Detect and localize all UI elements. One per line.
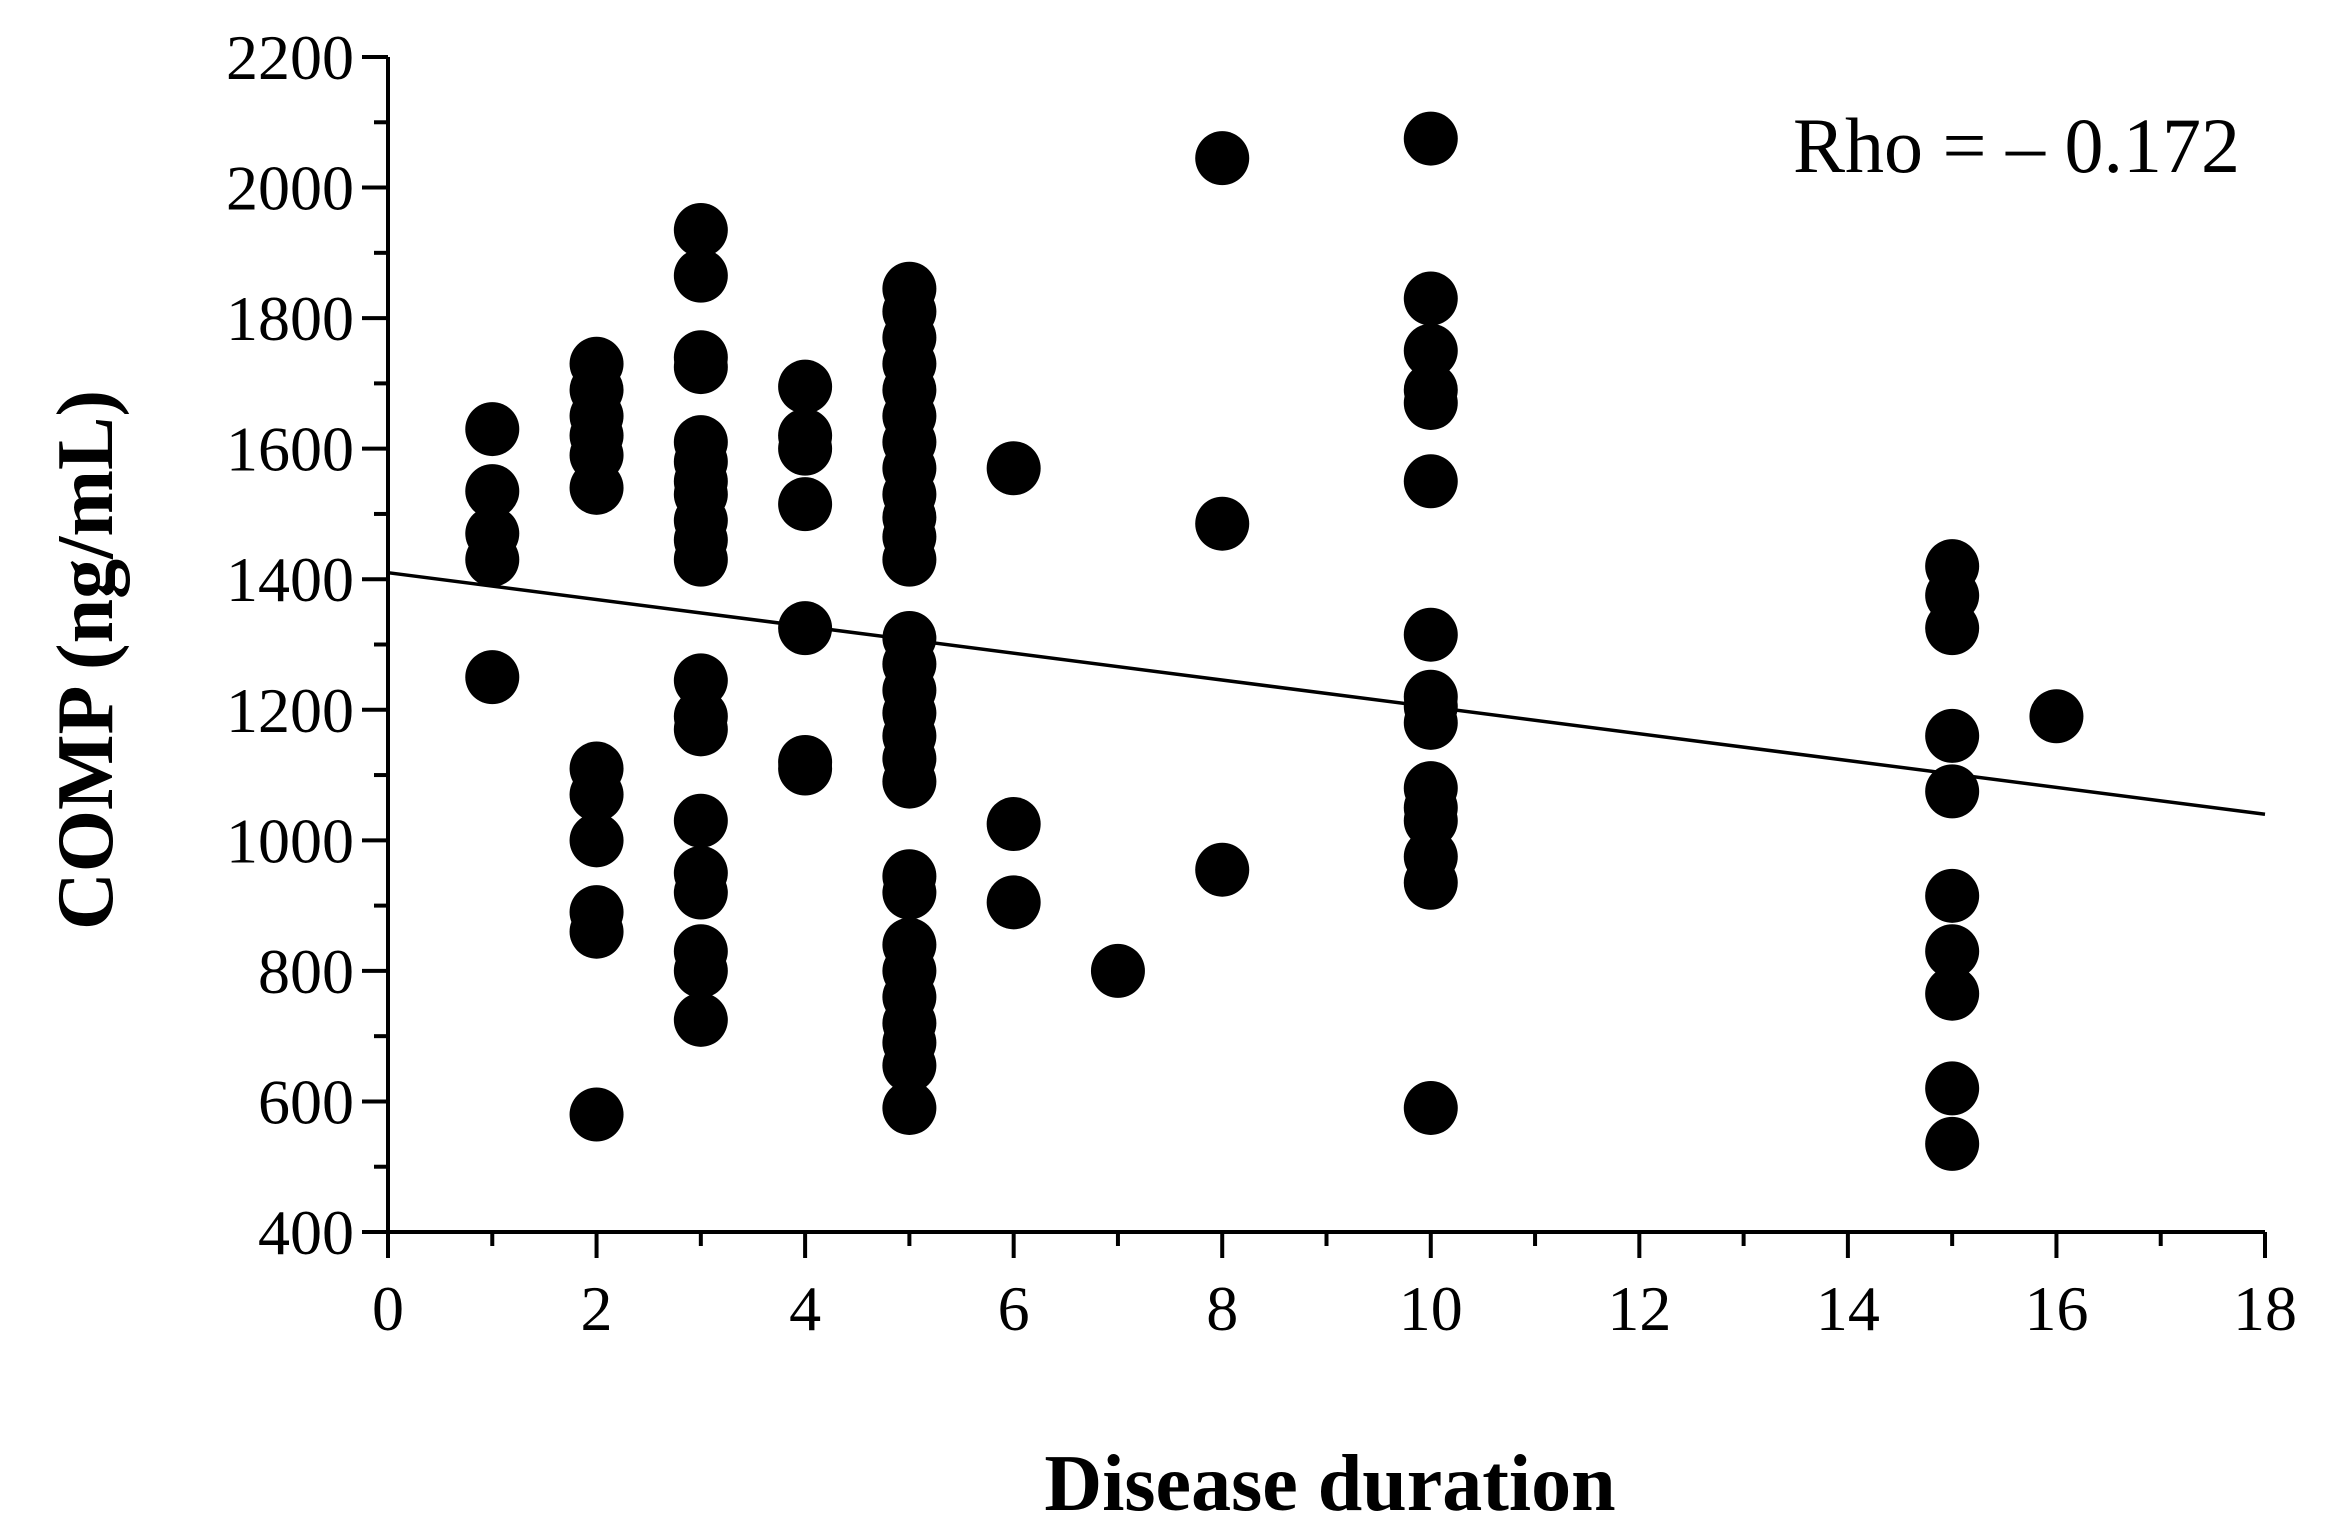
data-point bbox=[986, 797, 1041, 852]
data-point bbox=[1925, 1116, 1980, 1171]
axes: 400 600 800 1000 1200 1400 1600 1800 2000 2200 0 2 4… bbox=[226, 22, 2297, 1344]
data-point bbox=[778, 477, 833, 532]
data-point bbox=[882, 754, 937, 809]
data-point bbox=[465, 650, 520, 705]
data-point bbox=[1195, 496, 1250, 551]
data-point bbox=[569, 767, 624, 822]
data-point bbox=[778, 741, 833, 796]
data-point bbox=[1403, 454, 1458, 509]
data-point bbox=[1925, 868, 1980, 923]
data-point bbox=[1403, 855, 1458, 910]
data-point bbox=[569, 460, 624, 515]
y-tick-label: 1200 bbox=[226, 675, 354, 746]
data-point bbox=[1925, 966, 1980, 1021]
data-point bbox=[1403, 271, 1458, 326]
data-point bbox=[1403, 695, 1458, 750]
data-point bbox=[673, 532, 728, 587]
data-point bbox=[673, 793, 728, 848]
data-point bbox=[1403, 323, 1458, 378]
y-tick-label: 400 bbox=[258, 1197, 354, 1268]
data-point bbox=[1925, 601, 1980, 656]
data-point bbox=[673, 943, 728, 998]
x-tick-label: 4 bbox=[789, 1273, 821, 1344]
rho-annotation: Rho = – 0.172 bbox=[1793, 102, 2240, 189]
y-tick-label: 1800 bbox=[226, 283, 354, 354]
data-point bbox=[2029, 689, 2084, 744]
data-point bbox=[778, 359, 833, 414]
data-point bbox=[778, 421, 833, 476]
data-point bbox=[569, 813, 624, 868]
regression-line bbox=[387, 570, 2266, 816]
data-point bbox=[1403, 375, 1458, 430]
data-point bbox=[1195, 131, 1250, 186]
data-point bbox=[569, 1087, 624, 1142]
data-point bbox=[1403, 1080, 1458, 1135]
x-tick-label: 0 bbox=[372, 1273, 404, 1344]
data-point bbox=[673, 340, 728, 395]
x-tick-label: 16 bbox=[2024, 1273, 2088, 1344]
x-axis-label: Disease duration bbox=[1044, 1440, 1615, 1528]
data-point bbox=[1925, 764, 1980, 819]
y-tick-label: 1000 bbox=[226, 805, 354, 876]
y-tick-label: 1600 bbox=[226, 414, 354, 485]
x-tick-label: 18 bbox=[2233, 1273, 2297, 1344]
y-tick-label: 1400 bbox=[226, 544, 354, 615]
data-point bbox=[1090, 943, 1145, 998]
data-point bbox=[778, 601, 833, 656]
data-point bbox=[1403, 607, 1458, 662]
data-point bbox=[673, 865, 728, 920]
y-axis-label: COMP (ng/mL) bbox=[42, 390, 130, 930]
y-tick-label: 2200 bbox=[226, 22, 354, 93]
data-point bbox=[882, 1080, 937, 1135]
data-point bbox=[673, 992, 728, 1047]
data-point bbox=[1195, 842, 1250, 897]
data-point bbox=[673, 202, 728, 257]
y-tick-label: 600 bbox=[258, 1066, 354, 1137]
data-points bbox=[465, 111, 2084, 1171]
data-point bbox=[1403, 111, 1458, 166]
data-point bbox=[986, 441, 1041, 496]
data-point bbox=[882, 1038, 937, 1093]
x-tick-label: 14 bbox=[1816, 1273, 1880, 1344]
x-tick-label: 2 bbox=[581, 1273, 613, 1344]
data-point bbox=[882, 865, 937, 920]
data-point bbox=[465, 532, 520, 587]
data-point bbox=[465, 464, 520, 519]
data-point bbox=[1925, 1061, 1980, 1116]
data-point bbox=[1925, 924, 1980, 979]
data-point bbox=[673, 248, 728, 303]
data-point bbox=[882, 532, 937, 587]
data-point bbox=[465, 402, 520, 457]
x-tick-label: 12 bbox=[1607, 1273, 1671, 1344]
x-tick-label: 8 bbox=[1206, 1273, 1238, 1344]
data-point bbox=[673, 702, 728, 757]
y-tick-label: 2000 bbox=[226, 153, 354, 224]
data-point bbox=[1925, 708, 1980, 763]
data-point bbox=[986, 875, 1041, 930]
x-tick-label: 10 bbox=[1399, 1273, 1463, 1344]
x-tick-label: 6 bbox=[998, 1273, 1030, 1344]
data-point bbox=[569, 904, 624, 959]
y-tick-label: 800 bbox=[258, 936, 354, 1007]
trend-layer bbox=[387, 570, 2266, 816]
